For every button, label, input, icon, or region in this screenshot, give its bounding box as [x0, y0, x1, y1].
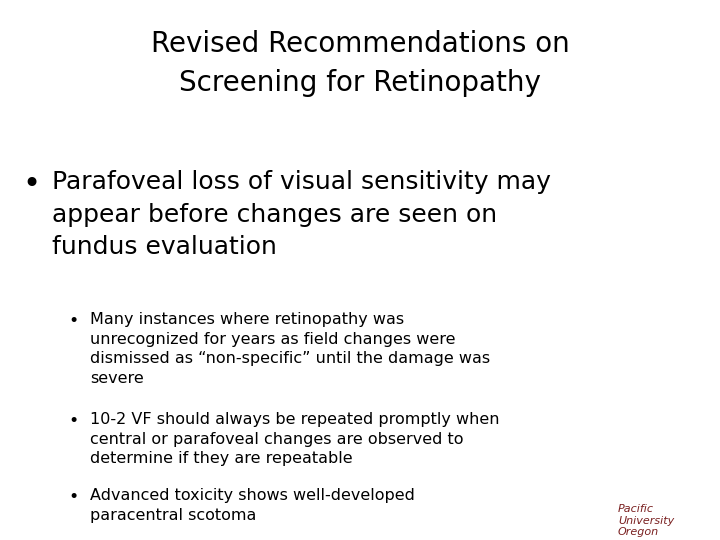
Text: Revised Recommendations on
Screening for Retinopathy: Revised Recommendations on Screening for… [150, 30, 570, 97]
Text: •: • [68, 312, 78, 330]
Text: Parafoveal loss of visual sensitivity may
appear before changes are seen on
fund: Parafoveal loss of visual sensitivity ma… [52, 170, 551, 259]
Text: •: • [68, 488, 78, 506]
Text: Many instances where retinopathy was
unrecognized for years as field changes wer: Many instances where retinopathy was unr… [90, 312, 490, 386]
Text: Advanced toxicity shows well-developed
paracentral scotoma: Advanced toxicity shows well-developed p… [90, 488, 415, 523]
Text: Pacific
University
Oregon: Pacific University Oregon [618, 504, 674, 537]
Text: •: • [22, 170, 40, 199]
Text: 10-2 VF should always be repeated promptly when
central or parafoveal changes ar: 10-2 VF should always be repeated prompt… [90, 412, 500, 466]
Text: •: • [68, 412, 78, 430]
